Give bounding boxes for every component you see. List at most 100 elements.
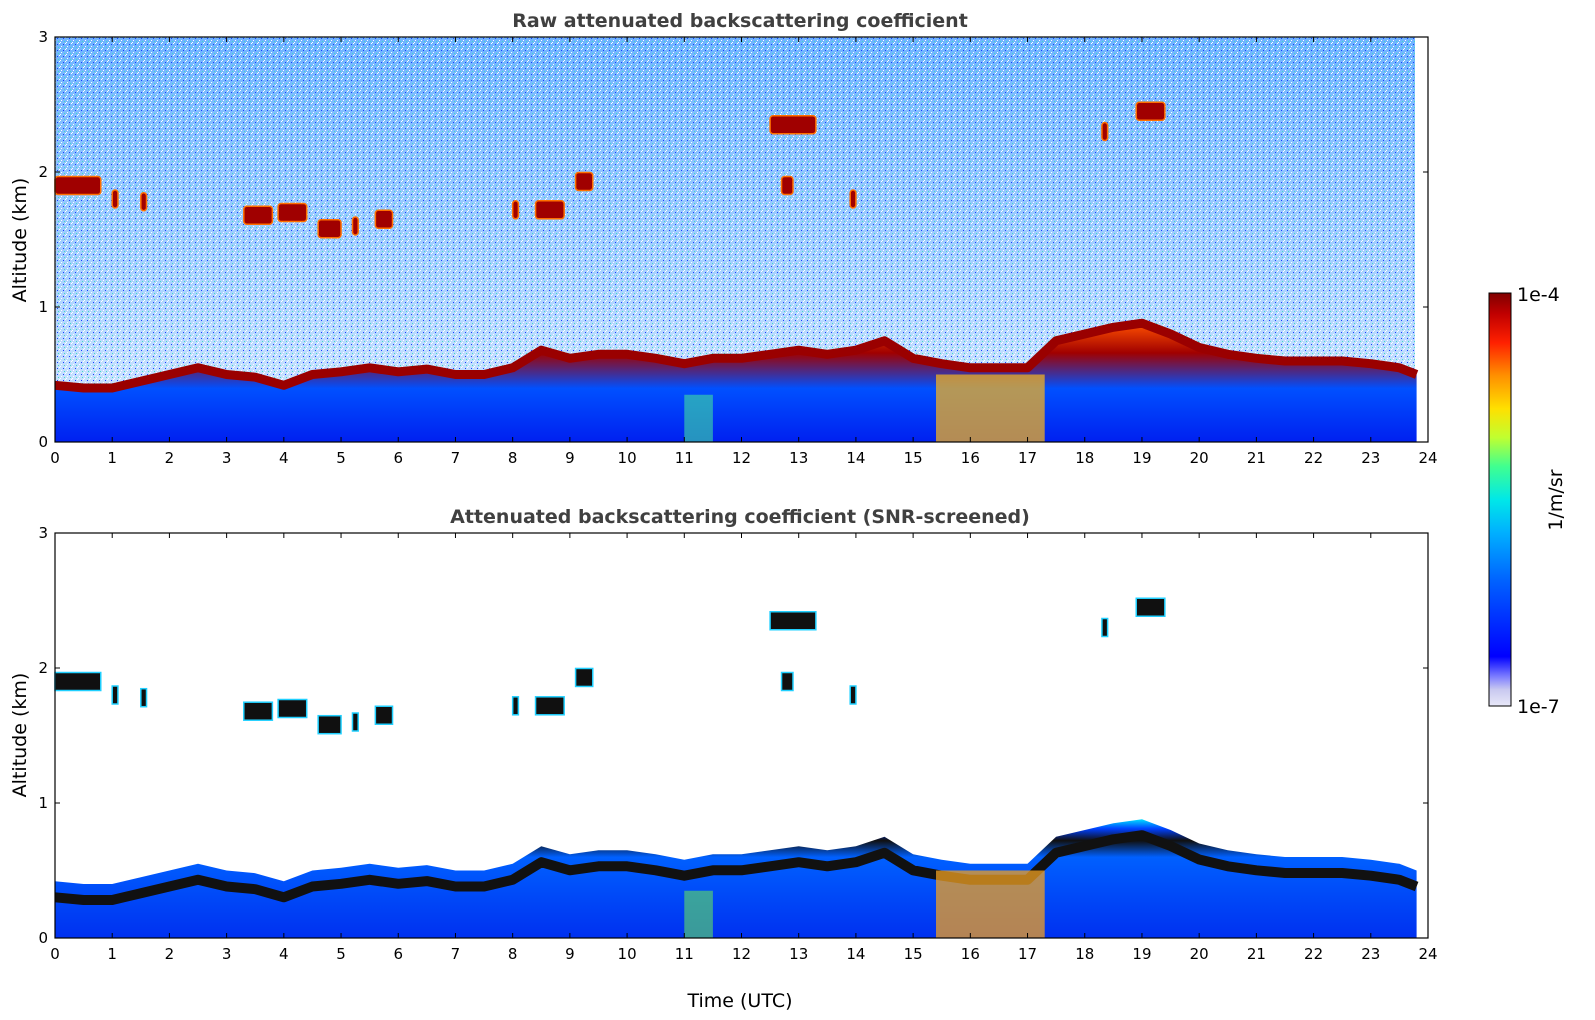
x-tick-label: 20 [1190,449,1209,467]
panel-raw-title: Raw attenuated backscattering coefficien… [512,10,968,32]
cloud-layer [140,191,148,212]
x-tick-label: 19 [1132,449,1151,467]
panel-raw-ylabel: Altitude (km) [9,178,31,303]
panel-raw-clouds [54,101,1166,239]
panel-raw-plot [54,36,1429,443]
cloud-layer [351,712,359,732]
x-tick-label: 1 [107,449,117,467]
x-tick-label: 8 [508,449,518,467]
x-tick-label: 23 [1361,449,1380,467]
x-tick-label: 7 [451,945,461,963]
x-tick-label: 12 [732,945,751,963]
cloud-layer [277,698,308,719]
boundary-layer-top [54,318,1419,393]
cloud-layer [140,687,148,708]
x-tick-label: 9 [565,945,575,963]
cloud-layer [277,202,308,223]
cloud-layer [351,216,359,236]
x-tick-label: 6 [393,449,403,467]
x-tick-label: 14 [846,449,865,467]
y-tick-label: 2 [38,659,48,677]
panel-raw-x-axis: 0 1 2 3 4 5 6 7 8 9 10 11 12 13 14 15 16 17 18 19 20 21 22 23 24 [50,37,1438,467]
x-tick-label: 2 [165,945,175,963]
cloud-layer [769,115,817,135]
x-tick-label: 17 [1018,449,1037,467]
panel-screened-title: Attenuated backscattering coefficient (S… [450,506,1030,528]
x-tick-label: 6 [393,945,403,963]
x-tick-label: 2 [165,449,175,467]
x-tick-label: 0 [50,449,60,467]
x-tick-label: 4 [279,449,289,467]
y-tick-label: 0 [38,929,48,947]
panel-screened-ylabel: Altitude (km) [9,673,31,798]
panel-screened-boundary-layer [54,819,1419,938]
cloud-layer [111,685,119,705]
cloud-layer [1135,597,1166,617]
x-tick-label: 14 [846,945,865,963]
x-tick-label: 9 [565,449,575,467]
aerosol-region [684,890,713,938]
x-tick-label: 19 [1132,945,1151,963]
cloud-layer [511,200,520,220]
x-tick-label: 3 [222,945,232,963]
x-tick-label: 21 [1247,945,1266,963]
x-tick-label: 8 [508,945,518,963]
cloud-layer [769,611,817,631]
panel-screened-xlabel: Time (UTC) [686,990,792,1012]
x-tick-label: 5 [336,449,346,467]
x-tick-label: 11 [675,945,694,963]
colorbar-gradient [1488,292,1512,707]
cloud-layer [243,701,274,721]
cloud-layer [54,671,102,692]
x-tick-label: 1 [107,945,117,963]
cloud-layer [780,671,794,692]
cloud-layer [574,171,594,192]
y-tick-label: 2 [38,163,48,181]
x-tick-label: 22 [1304,449,1323,467]
panel-raw-y-axis: 0 1 2 3 [38,28,1428,451]
y-tick-label: 3 [38,524,48,542]
panel-raw-boundary-layer [54,318,1419,442]
cloud-layer [534,200,565,220]
x-tick-label: 21 [1247,449,1266,467]
panel-raw-nodata [1415,37,1428,442]
panel-raw: Raw attenuated backscattering coefficien… [9,10,1438,467]
y-tick-label: 0 [38,433,48,451]
x-tick-label: 12 [732,449,751,467]
cloud-layer [374,209,394,229]
x-tick-label: 17 [1018,945,1037,963]
panel-screened-x-axis: 0 1 2 3 4 5 6 7 8 9 10 11 12 13 14 15 16 17 18 19 20 21 22 23 24 [50,533,1438,963]
x-tick-label: 13 [789,449,808,467]
x-tick-label: 24 [1418,945,1437,963]
cloud-layer [317,714,342,735]
x-tick-label: 13 [789,945,808,963]
x-tick-label: 11 [675,449,694,467]
x-tick-label: 23 [1361,945,1380,963]
aerosol-region [936,374,1045,442]
cloud-layer [1101,617,1109,638]
y-tick-label: 1 [38,298,48,316]
aerosol-region [936,870,1045,938]
colorbar: 1e-4 1e-7 1/m/sr [1488,284,1567,718]
x-tick-label: 18 [1075,945,1094,963]
x-tick-label: 10 [618,945,637,963]
x-tick-label: 0 [50,945,60,963]
boundary-layer-fill [55,323,1417,442]
cloud-layer [849,189,857,209]
x-tick-label: 22 [1304,945,1323,963]
colorbar-min-label: 1e-7 [1517,696,1560,718]
x-tick-label: 24 [1418,449,1437,467]
cloud-layer [574,667,594,688]
colorbar-unit-label: 1/m/sr [1545,469,1567,530]
x-tick-label: 18 [1075,449,1094,467]
x-tick-label: 7 [451,449,461,467]
cloud-layer [243,205,274,225]
cloud-layer [780,175,794,196]
x-tick-label: 3 [222,449,232,467]
x-tick-label: 16 [961,945,980,963]
boundary-layer-core [54,830,1419,905]
x-tick-label: 10 [618,449,637,467]
cloud-layer [111,189,119,209]
cloud-layer [511,696,520,716]
